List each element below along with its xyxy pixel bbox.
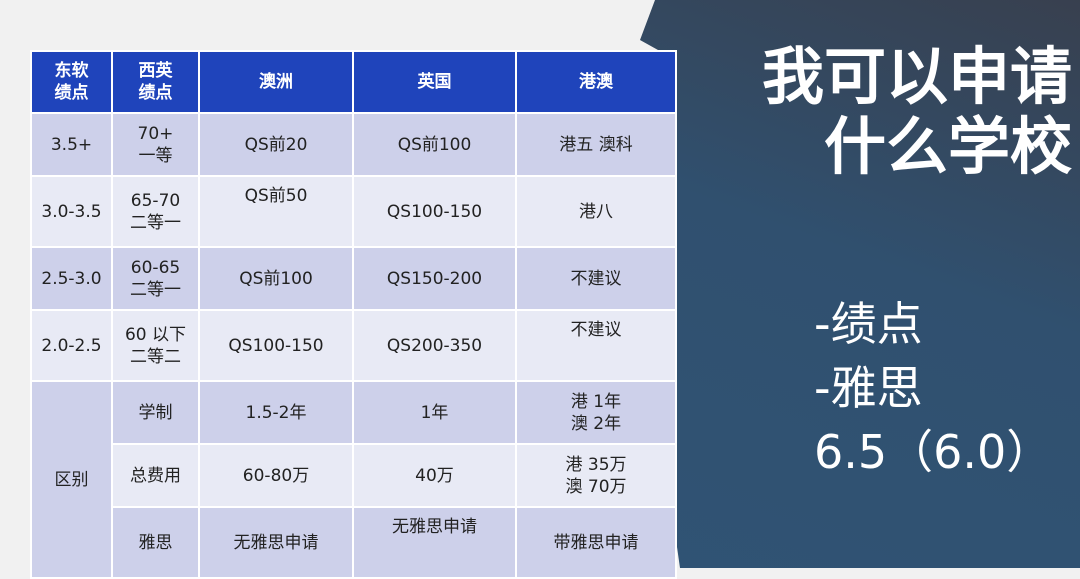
cell: QS前50	[198, 175, 354, 248]
header-cell: 西英 绩点	[111, 50, 200, 114]
table-row: 总费用 60-80万 40万 港 35万 澳 70万	[31, 443, 677, 508]
cell: 不建议	[515, 309, 677, 382]
slide-title: 我可以申请 什么学校	[761, 40, 1072, 183]
cell: 港 35万 澳 70万	[515, 443, 677, 508]
header-cell: 英国	[352, 50, 517, 114]
table-row: 区别 学制 1.5-2年 1年 港 1年 澳 2年	[30, 380, 677, 579]
cell: 60-80万	[198, 443, 354, 508]
cell: QS100-150	[352, 175, 517, 248]
cell: 2.5-3.0	[30, 246, 113, 311]
cell: 1.5-2年	[198, 380, 354, 445]
cell: 70+ 一等	[111, 112, 200, 177]
cell: 无雅思申请	[198, 506, 354, 579]
cell: 港八	[515, 175, 677, 248]
cell: 2.0-2.5	[30, 309, 113, 382]
cell: 无雅思申请	[352, 506, 517, 579]
bullet-item: -雅思	[814, 361, 923, 415]
header-cell: 港澳	[515, 50, 677, 114]
cell: 60 以下 二等二	[111, 309, 200, 382]
cell: 60-65 二等一	[111, 246, 200, 311]
header-cell: 东软 绩点	[30, 50, 113, 114]
cell: 学制	[111, 380, 200, 445]
cell: 带雅思申请	[515, 506, 677, 579]
cell: 65-70 二等一	[111, 175, 200, 248]
table-row: 2.0-2.5 60 以下 二等二 QS100-150 QS200-350 不建…	[30, 309, 677, 382]
cell: 不建议	[515, 246, 677, 311]
cell: 3.0-3.5	[30, 175, 113, 248]
cell: 雅思	[111, 506, 200, 579]
table-row: 3.0-3.5 65-70 二等一 QS前50 QS100-150 港八	[30, 175, 677, 248]
header-cell: 澳洲	[198, 50, 354, 114]
table-row: 3.5+ 70+ 一等 QS前20 QS前100 港五 澳科	[30, 112, 677, 177]
cell: QS100-150	[198, 309, 354, 382]
bullet-item: -绩点	[814, 297, 923, 351]
cell: 总费用	[111, 443, 200, 508]
bullet-item: 6.5（6.0）	[814, 425, 1053, 479]
cell: QS前100	[352, 112, 517, 177]
diff-label-cell: 区别	[30, 380, 113, 579]
bullet-list: -绩点 -雅思 6.5（6.0）	[814, 292, 1052, 484]
cell: 3.5+	[30, 112, 113, 177]
cell: 1年	[352, 380, 517, 445]
cell: QS前100	[198, 246, 354, 311]
cell: 港 1年 澳 2年	[515, 380, 677, 445]
school-table: 东软 绩点 西英 绩点 澳洲 英国 港澳 3.5+ 70+ 一等 QS前20 Q…	[30, 50, 677, 579]
cell: 港五 澳科	[515, 112, 677, 177]
cell: QS前20	[198, 112, 354, 177]
table-row: 2.5-3.0 60-65 二等一 QS前100 QS150-200 不建议	[30, 246, 677, 311]
cell: 40万	[352, 443, 517, 508]
cell: QS150-200	[352, 246, 517, 311]
cell: QS200-350	[352, 309, 517, 382]
table-row: 雅思 无雅思申请 无雅思申请 带雅思申请	[31, 506, 677, 579]
